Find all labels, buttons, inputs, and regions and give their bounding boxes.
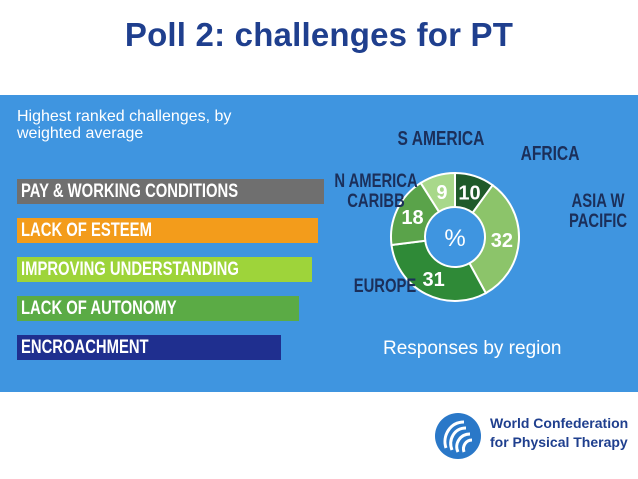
slice-value-s-america: 9: [436, 182, 447, 204]
logo-line-1: World Confederation: [490, 415, 629, 431]
region-donut-chart: 10 AFRICA 32 ASIA W PACIFIC 31 EUROPE 18 N AMERI…: [330, 115, 638, 345]
slice-value-europe: 31: [423, 269, 445, 291]
slice-s-america: [419, 171, 456, 214]
slice-value-asia-w-pacific: 32: [491, 230, 513, 252]
slice-value-africa: 10: [458, 182, 480, 204]
bar-encroachment: ENCROACHMENT: [17, 335, 281, 360]
donut-svg: 10 AFRICA 32 ASIA W PACIFIC 31 EUROPE 18N AMERI…: [334, 127, 627, 302]
bar-label: LACK OF AUTONOMY: [21, 298, 177, 319]
bar-label: IMPROVING UNDERSTANDING: [21, 259, 239, 280]
region-label-n-america-caribb: N AMERICA CARIBB: [334, 170, 417, 211]
bar-pay-working-conditions: PAY & WORKING CONDITIONS: [17, 179, 324, 204]
donut-center-label: %: [444, 225, 465, 252]
logo-line-2: for Physical Therapy: [490, 434, 628, 450]
region-label-asia-w-pacific: ASIA W PACIFIC: [569, 190, 627, 231]
slice-value-n-america-caribb: 18: [401, 207, 423, 229]
bar-lack-of-autonomy: LACK OF AUTONOMY: [17, 296, 299, 321]
region-label-s-america: S AMERICA: [398, 127, 485, 149]
infographic-panel: Highest ranked challenges, by weighted a…: [0, 95, 638, 392]
wcpt-swirl-icon: [435, 413, 481, 459]
wcpt-logo-text: World Confederation for Physical Therapy: [490, 414, 628, 452]
bar-label: ENCROACHMENT: [21, 337, 149, 358]
region-label-europe: EUROPE: [354, 275, 417, 296]
bar-label: LACK OF ESTEEM: [21, 220, 152, 241]
region-label-africa: AFRICA: [521, 142, 580, 164]
wcpt-logo: World Confederation for Physical Therapy: [432, 410, 632, 466]
slice-asia-w-pacific: [468, 183, 520, 295]
slice-europe: [390, 239, 488, 302]
slide-title: Poll 2: challenges for PT: [124, 16, 514, 53]
bar-label: PAY & WORKING CONDITIONS: [21, 181, 239, 202]
bar-lack-of-esteem: LACK OF ESTEEM: [17, 218, 318, 243]
bar-improving-understanding: IMPROVING UNDERSTANDING: [17, 257, 312, 282]
donut-caption: Responses by region: [383, 338, 562, 359]
bar-chart-subtitle: Highest ranked challenges, by weighted a…: [17, 108, 232, 142]
